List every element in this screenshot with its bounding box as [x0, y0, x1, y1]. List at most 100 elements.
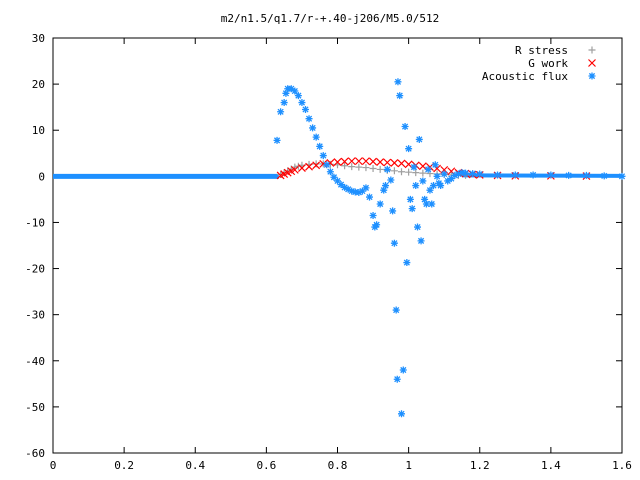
- data-point: [380, 186, 388, 194]
- data-point: [282, 89, 290, 97]
- data-point: [469, 170, 477, 178]
- data-point: [354, 157, 363, 166]
- data-point: [383, 165, 391, 173]
- data-point: [394, 78, 402, 86]
- x-tick-label: 0.8: [328, 459, 348, 472]
- data-point: [511, 171, 519, 179]
- chart-title: m2/n1.5/q1.7/r-+.40-j206/M5.0/512: [221, 12, 440, 25]
- data-point: [312, 133, 320, 141]
- data-point: [355, 163, 363, 171]
- data-point: [351, 188, 359, 196]
- data-point: [290, 165, 299, 174]
- data-point: [433, 172, 441, 180]
- data-point: [348, 163, 356, 171]
- data-point: [323, 161, 331, 169]
- data-point: [287, 85, 295, 93]
- data-point: [424, 165, 432, 173]
- data-point: [376, 165, 384, 173]
- data-point: [344, 185, 352, 193]
- data-point: [312, 161, 321, 170]
- data-point: [417, 237, 425, 245]
- data-point: [410, 163, 418, 171]
- data-point: [340, 157, 349, 166]
- data-point: [362, 184, 370, 192]
- y-tick-label: 0: [38, 170, 45, 183]
- data-point: [347, 157, 356, 166]
- series-layer: [273, 78, 626, 418]
- data-point: [390, 239, 398, 247]
- x-tick-label: 1: [405, 459, 412, 472]
- data-point: [298, 164, 306, 172]
- data-point: [383, 158, 392, 167]
- data-point: [476, 170, 484, 178]
- x-tick-label: 0.2: [114, 459, 134, 472]
- legend-label: Acoustic flux: [482, 70, 568, 83]
- legend-marker: [588, 46, 596, 54]
- data-point: [418, 162, 427, 171]
- data-point: [291, 87, 299, 95]
- data-point: [369, 164, 377, 172]
- data-point: [403, 259, 411, 267]
- data-point: [389, 207, 397, 215]
- data-point: [362, 157, 370, 166]
- data-point: [431, 161, 439, 169]
- data-point: [412, 169, 420, 177]
- data-point: [273, 136, 281, 144]
- data-point: [369, 212, 377, 220]
- x-tick-label: 0.4: [185, 459, 205, 472]
- data-point: [337, 181, 345, 189]
- x-tick-label: 1.6: [612, 459, 632, 472]
- data-point: [382, 182, 390, 190]
- data-point: [376, 158, 385, 166]
- data-point: [390, 159, 399, 167]
- y-axis: 30 20 10 0 -10 -20 -30 -40 -50 -60: [25, 32, 622, 460]
- data-point: [401, 123, 409, 131]
- baseline-lines: [53, 173, 623, 179]
- y-tick-label: -60: [25, 447, 45, 460]
- data-point: [397, 159, 406, 168]
- data-point: [392, 306, 400, 314]
- data-point: [369, 157, 377, 166]
- data-point: [582, 171, 590, 179]
- data-point: [305, 162, 313, 171]
- data-point: [405, 145, 413, 153]
- data-point: [398, 168, 406, 176]
- series-acoustic-flux: [273, 78, 626, 418]
- data-point: [419, 169, 427, 177]
- data-point: [428, 200, 436, 208]
- data-point: [406, 195, 414, 203]
- data-point: [421, 195, 429, 203]
- data-point: [305, 115, 313, 123]
- data-point: [294, 92, 302, 100]
- data-point: [412, 182, 420, 190]
- data-point: [415, 135, 423, 143]
- data-point: [298, 99, 306, 107]
- data-point: [426, 186, 434, 194]
- data-point: [451, 171, 459, 179]
- data-point: [334, 177, 341, 185]
- data-point: [618, 172, 626, 180]
- data-point: [301, 105, 309, 113]
- data-point: [341, 183, 349, 191]
- data-point: [316, 142, 324, 150]
- data-point: [341, 162, 349, 170]
- data-point: [414, 223, 422, 231]
- data-point: [419, 177, 427, 185]
- data-point: [444, 177, 452, 185]
- data-point: [355, 188, 363, 196]
- data-point: [348, 187, 356, 195]
- plot-border: [52, 37, 623, 454]
- data-point: [373, 221, 381, 229]
- data-point: [529, 171, 537, 179]
- data-point: [309, 124, 317, 132]
- data-point: [358, 187, 366, 195]
- legend-marker: [588, 59, 596, 67]
- data-point: [494, 171, 502, 179]
- legend-label: R stress: [515, 44, 568, 57]
- data-point: [376, 200, 384, 208]
- x-tick-label: 0.6: [256, 459, 276, 472]
- data-point: [440, 170, 448, 178]
- y-tick-label: -40: [25, 355, 45, 368]
